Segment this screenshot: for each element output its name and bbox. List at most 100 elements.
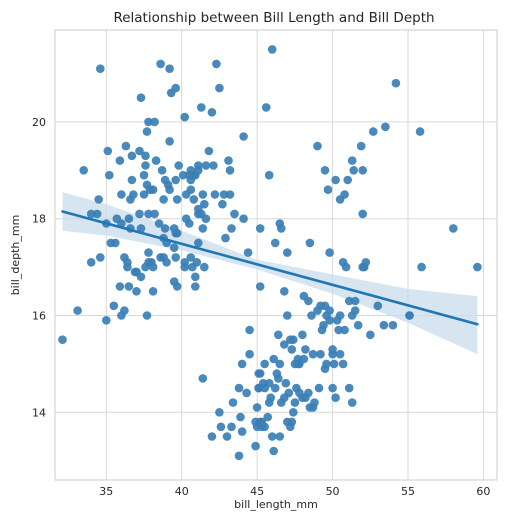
data-point bbox=[180, 112, 189, 122]
data-point bbox=[201, 161, 211, 170]
data-point bbox=[347, 311, 357, 320]
data-point bbox=[142, 311, 152, 320]
data-point bbox=[165, 137, 174, 146]
data-point bbox=[127, 151, 137, 161]
data-point bbox=[139, 190, 149, 199]
data-point bbox=[304, 296, 313, 306]
data-point bbox=[334, 325, 343, 335]
data-point bbox=[194, 161, 203, 170]
data-point bbox=[198, 374, 208, 383]
data-point bbox=[230, 209, 239, 219]
data-point bbox=[405, 311, 414, 320]
data-point bbox=[289, 408, 298, 417]
data-point bbox=[373, 301, 383, 311]
data-point bbox=[281, 378, 291, 388]
data-point bbox=[328, 383, 337, 393]
data-point bbox=[185, 219, 194, 228]
x-axis-ticks: 35 40 45 50 55 60 bbox=[99, 485, 490, 498]
data-point bbox=[150, 209, 159, 219]
data-point bbox=[347, 156, 357, 165]
data-point bbox=[159, 195, 168, 204]
data-point bbox=[277, 224, 286, 233]
data-point bbox=[358, 209, 368, 219]
data-point bbox=[239, 132, 248, 141]
data-point bbox=[109, 301, 119, 311]
data-point bbox=[209, 161, 218, 170]
data-point bbox=[237, 427, 247, 436]
data-point bbox=[329, 359, 339, 369]
data-point bbox=[215, 408, 224, 417]
y-axis-label: bill_depth_mm bbox=[9, 215, 22, 296]
plot-frame bbox=[54, 29, 498, 481]
data-point bbox=[341, 262, 351, 272]
data-point bbox=[212, 59, 221, 69]
data-point bbox=[340, 190, 349, 199]
data-point bbox=[129, 190, 138, 199]
data-point bbox=[201, 214, 211, 223]
data-point bbox=[198, 190, 208, 199]
data-point bbox=[141, 151, 150, 161]
data-point bbox=[121, 141, 131, 151]
data-point bbox=[257, 417, 267, 427]
data-point bbox=[340, 325, 349, 335]
data-point bbox=[180, 258, 189, 267]
data-point bbox=[366, 330, 375, 340]
data-point bbox=[245, 325, 254, 335]
data-point bbox=[417, 262, 426, 272]
data-point bbox=[144, 248, 153, 257]
data-point bbox=[148, 262, 158, 272]
data-point bbox=[136, 93, 146, 102]
data-point bbox=[328, 345, 337, 354]
data-point bbox=[298, 330, 307, 340]
data-point bbox=[200, 199, 209, 209]
confidence-band-area bbox=[62, 192, 478, 355]
data-point bbox=[353, 320, 363, 330]
data-point bbox=[228, 398, 238, 407]
data-point bbox=[174, 161, 183, 170]
data-point bbox=[58, 335, 67, 345]
data-point bbox=[189, 195, 199, 204]
data-point bbox=[252, 403, 262, 412]
data-point bbox=[186, 185, 196, 194]
data-point bbox=[92, 209, 102, 219]
data-point bbox=[151, 156, 161, 165]
confidence-band bbox=[62, 192, 478, 355]
data-point bbox=[172, 195, 182, 204]
data-point bbox=[255, 369, 265, 378]
data-point bbox=[369, 127, 378, 136]
data-point bbox=[308, 349, 318, 359]
data-point bbox=[215, 83, 224, 93]
data-point bbox=[234, 451, 244, 461]
data-point bbox=[216, 422, 226, 432]
data-point bbox=[275, 432, 285, 441]
data-point bbox=[171, 253, 180, 262]
data-point bbox=[323, 185, 333, 194]
data-point bbox=[358, 166, 368, 175]
data-point bbox=[115, 282, 125, 291]
y-axis-ticks: 14 16 18 20 bbox=[32, 116, 46, 419]
y-tick-label: 18 bbox=[32, 213, 46, 226]
data-point bbox=[227, 422, 236, 432]
data-point bbox=[198, 224, 208, 233]
data-point bbox=[94, 195, 103, 204]
data-point bbox=[260, 383, 270, 393]
regression-line bbox=[61, 210, 479, 326]
data-point bbox=[305, 238, 315, 248]
x-tick-label: 55 bbox=[401, 485, 415, 498]
data-point bbox=[171, 83, 180, 93]
data-point bbox=[207, 108, 217, 117]
data-point bbox=[270, 238, 280, 248]
data-point bbox=[344, 383, 354, 393]
data-point bbox=[331, 175, 340, 185]
data-point bbox=[251, 417, 260, 427]
data-point bbox=[254, 383, 263, 393]
data-point bbox=[359, 262, 369, 272]
scatter-points bbox=[58, 45, 482, 461]
data-point bbox=[236, 412, 245, 422]
data-point bbox=[79, 166, 88, 175]
data-point bbox=[335, 349, 345, 359]
data-point bbox=[287, 345, 297, 354]
data-point bbox=[127, 175, 137, 185]
data-point bbox=[224, 156, 233, 165]
